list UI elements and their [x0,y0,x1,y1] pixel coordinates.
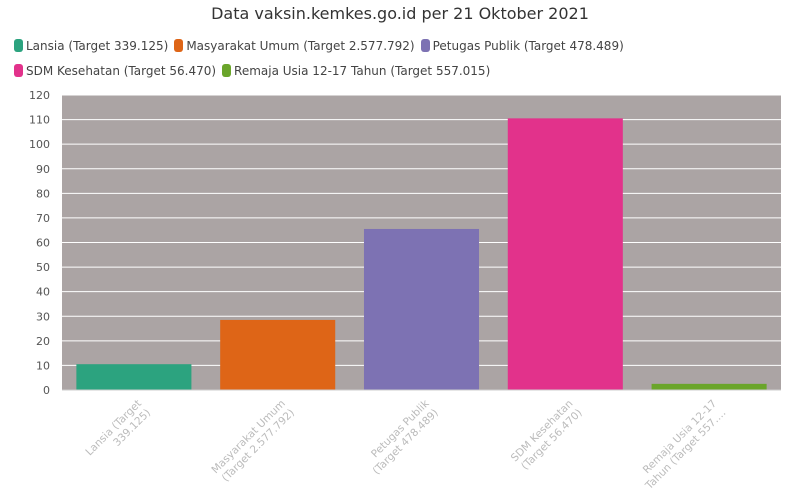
y-tick-label: 100 [29,138,50,151]
y-tick-label: 120 [29,89,50,102]
bar[interactable] [507,118,623,391]
bar[interactable] [651,383,767,390]
bar[interactable] [363,228,480,390]
legend-swatch [222,64,232,77]
legend-swatch [14,39,23,52]
x-tick-label: SDM Kesehatan(Target 56.470) [509,398,585,474]
x-tick-label: Remaja Usia 12-17Tahun (Target 557.… [634,398,729,493]
legend-swatch [420,39,430,52]
bar[interactable] [76,364,192,390]
legend-label: Masyarakat Umum (Target 2.577.792) [186,38,415,53]
x-tick-label: Lansia (Target339.125) [83,398,153,468]
legend-label: Petugas Publik (Target 478.489) [432,38,624,53]
x-tick-label: Masyarakat Umum(Target 2.577.792) [209,398,297,486]
y-tick-label: 50 [36,261,50,274]
legend-label: SDM Kesehatan (Target 56.470) [26,63,217,78]
y-tick-label: 90 [36,163,50,176]
legend-item[interactable]: Lansia (Target 339.125) [14,38,168,53]
legend-item[interactable]: Petugas Publik (Target 478.489) [420,38,624,53]
y-tick-label: 40 [36,286,50,299]
legend-item[interactable]: Remaja Usia 12-17 Tahun (Target 557.015) [222,63,490,78]
y-tick-label: 30 [36,310,50,323]
x-tick-label: Petugas Publik(Target 478.489) [361,397,441,477]
y-tick-label: 0 [43,384,50,397]
legend-label: Remaja Usia 12-17 Tahun (Target 557.015) [234,63,491,78]
y-tick-label: 80 [36,187,50,200]
y-tick-label: 20 [36,335,50,348]
legend-swatch [174,39,184,52]
legend-label: Lansia (Target 339.125) [26,38,169,53]
y-tick-label: 70 [36,212,50,225]
legend-item[interactable]: SDM Kesehatan (Target 56.470) [14,63,216,78]
legend-item[interactable]: Masyarakat Umum (Target 2.577.792) [174,38,415,53]
legend-swatch [14,64,23,77]
y-tick-label: 110 [29,114,50,127]
bar[interactable] [220,319,336,390]
y-tick-label: 60 [36,237,50,250]
legend: Lansia (Target 339.125) Masyarakat Umum (… [14,38,734,78]
chart-title: Data vaksin.kemkes.go.id per 21 Oktober … [211,4,589,23]
y-tick-label: 10 [36,359,50,372]
